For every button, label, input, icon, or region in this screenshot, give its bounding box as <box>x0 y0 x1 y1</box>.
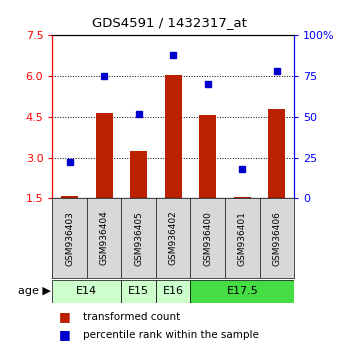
Text: GSM936401: GSM936401 <box>238 211 247 266</box>
Text: GSM936403: GSM936403 <box>65 211 74 266</box>
Text: ■: ■ <box>59 328 71 341</box>
Bar <box>61 195 78 198</box>
Bar <box>121 280 156 303</box>
Text: E17.5: E17.5 <box>226 286 258 296</box>
Bar <box>199 115 216 198</box>
Bar <box>165 75 182 198</box>
Text: E15: E15 <box>128 286 149 296</box>
Text: GSM936400: GSM936400 <box>203 211 212 266</box>
Text: E14: E14 <box>76 286 97 296</box>
Bar <box>191 280 294 303</box>
Text: GSM936406: GSM936406 <box>272 211 281 266</box>
Bar <box>268 109 285 198</box>
Bar <box>96 113 113 198</box>
Text: ■: ■ <box>59 310 71 323</box>
Bar <box>234 197 251 198</box>
Text: GSM936402: GSM936402 <box>169 211 178 266</box>
Text: percentile rank within the sample: percentile rank within the sample <box>83 330 259 339</box>
Text: E16: E16 <box>163 286 184 296</box>
Bar <box>130 151 147 198</box>
Bar <box>52 280 121 303</box>
Text: GDS4591 / 1432317_at: GDS4591 / 1432317_at <box>92 16 246 29</box>
Text: age ▶: age ▶ <box>18 286 51 296</box>
Text: GSM936405: GSM936405 <box>134 211 143 266</box>
Bar <box>156 280 191 303</box>
Text: transformed count: transformed count <box>83 312 180 322</box>
Text: GSM936404: GSM936404 <box>100 211 109 266</box>
